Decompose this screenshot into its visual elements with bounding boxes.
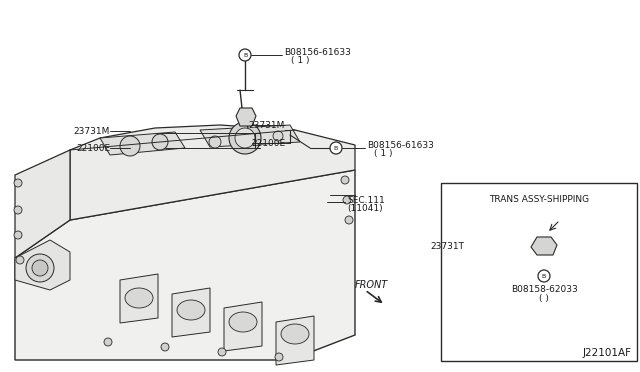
Text: 23731M: 23731M: [74, 126, 110, 135]
Polygon shape: [224, 302, 262, 351]
Circle shape: [32, 260, 48, 276]
Text: B: B: [334, 145, 338, 151]
Polygon shape: [236, 108, 256, 126]
Circle shape: [120, 136, 140, 156]
Text: ( 1 ): ( 1 ): [291, 55, 310, 64]
Text: ( 1 ): ( 1 ): [374, 148, 392, 157]
Text: B08158-62033: B08158-62033: [511, 285, 577, 295]
Circle shape: [152, 134, 168, 150]
Circle shape: [209, 136, 221, 148]
Circle shape: [343, 196, 351, 204]
Circle shape: [330, 142, 342, 154]
Text: 22100E: 22100E: [76, 144, 110, 153]
Polygon shape: [15, 150, 70, 258]
Text: B: B: [243, 52, 247, 58]
Bar: [441, 183, 637, 361]
Circle shape: [14, 206, 22, 214]
Text: TRANS ASSY-SHIPPING: TRANS ASSY-SHIPPING: [489, 195, 589, 203]
Polygon shape: [531, 237, 557, 255]
Circle shape: [26, 254, 54, 282]
Text: FRONT: FRONT: [355, 280, 388, 290]
Circle shape: [235, 128, 255, 148]
Text: B08156-61633: B08156-61633: [367, 141, 434, 150]
Ellipse shape: [229, 312, 257, 332]
Circle shape: [273, 131, 283, 141]
Ellipse shape: [125, 288, 153, 308]
Text: J22101AF: J22101AF: [583, 348, 632, 358]
Circle shape: [218, 348, 226, 356]
Circle shape: [275, 353, 283, 361]
Polygon shape: [70, 125, 355, 220]
Text: SEC.111: SEC.111: [347, 196, 385, 205]
Circle shape: [14, 179, 22, 187]
Text: 22100E: 22100E: [251, 138, 285, 148]
Text: B08156-61633: B08156-61633: [284, 48, 351, 57]
Ellipse shape: [281, 324, 309, 344]
Polygon shape: [276, 316, 314, 365]
Text: B: B: [542, 273, 546, 279]
Polygon shape: [200, 125, 300, 147]
Circle shape: [239, 49, 251, 61]
Text: 23731T: 23731T: [430, 241, 464, 250]
Circle shape: [104, 338, 112, 346]
Circle shape: [14, 231, 22, 239]
Circle shape: [345, 216, 353, 224]
Circle shape: [161, 343, 169, 351]
Polygon shape: [15, 170, 355, 360]
Circle shape: [341, 176, 349, 184]
Circle shape: [229, 122, 261, 154]
Ellipse shape: [177, 300, 205, 320]
Circle shape: [16, 256, 24, 264]
Polygon shape: [172, 288, 210, 337]
Polygon shape: [100, 132, 185, 155]
Text: 23731M: 23731M: [248, 121, 285, 129]
Circle shape: [538, 270, 550, 282]
Polygon shape: [120, 274, 158, 323]
Text: ( ): ( ): [539, 294, 549, 302]
Polygon shape: [15, 240, 70, 290]
Text: (11041): (11041): [347, 203, 383, 212]
